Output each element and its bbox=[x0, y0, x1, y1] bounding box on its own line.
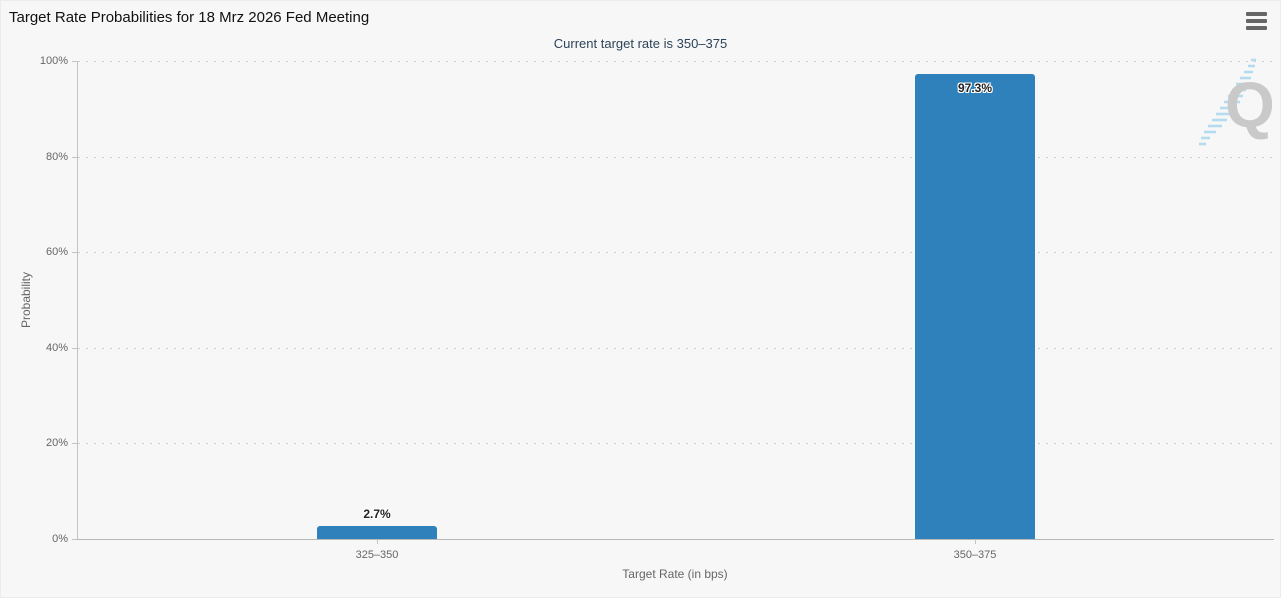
y-axis-tick bbox=[72, 61, 78, 62]
y-axis-tick-label: 20% bbox=[45, 437, 68, 449]
column-bar-325-350[interactable] bbox=[317, 526, 437, 539]
bar-data-label: 2.7% bbox=[363, 507, 391, 521]
chart-context-menu-button[interactable] bbox=[1246, 12, 1267, 30]
y-axis-tick bbox=[72, 252, 78, 253]
bar-data-label: 97.3% bbox=[957, 81, 993, 95]
column-bar-350-375[interactable] bbox=[915, 74, 1035, 539]
y-axis-tick-label: 80% bbox=[45, 151, 68, 163]
y-axis-tick-label: 0% bbox=[52, 533, 68, 545]
chart-title: Target Rate Probabilities for 18 Mrz 202… bbox=[9, 9, 370, 26]
gridline bbox=[78, 348, 1274, 349]
hamburger-icon bbox=[1246, 26, 1267, 30]
y-axis-tick bbox=[72, 443, 78, 444]
x-axis-category-label: 325–350 bbox=[355, 549, 399, 561]
x-axis-tick bbox=[975, 539, 976, 544]
y-axis-tick bbox=[72, 157, 78, 158]
y-axis-tick bbox=[72, 539, 78, 540]
gridline bbox=[78, 252, 1274, 253]
plot-area: 0% 20% 40% 60% 80% 100% 2.7% 325–350 97.3% 350–37… bbox=[40, 55, 1274, 561]
gridline bbox=[78, 61, 1274, 62]
x-axis-title: Target Rate (in bps) bbox=[622, 567, 728, 581]
y-axis-tick-label: 100% bbox=[39, 55, 68, 67]
x-axis-category-label: 350–375 bbox=[953, 549, 997, 561]
y-axis-tick-label: 40% bbox=[45, 342, 68, 354]
gridline bbox=[78, 443, 1274, 444]
gridline bbox=[78, 157, 1274, 158]
hamburger-icon bbox=[1246, 19, 1267, 23]
y-axis-title: Probability bbox=[19, 271, 33, 329]
y-axis-tick-label: 60% bbox=[45, 246, 68, 258]
hamburger-icon bbox=[1246, 12, 1267, 16]
x-axis-tick bbox=[377, 539, 378, 544]
chart-subtitle: Current target rate is 350–375 bbox=[553, 36, 728, 51]
y-axis-tick bbox=[72, 348, 78, 349]
